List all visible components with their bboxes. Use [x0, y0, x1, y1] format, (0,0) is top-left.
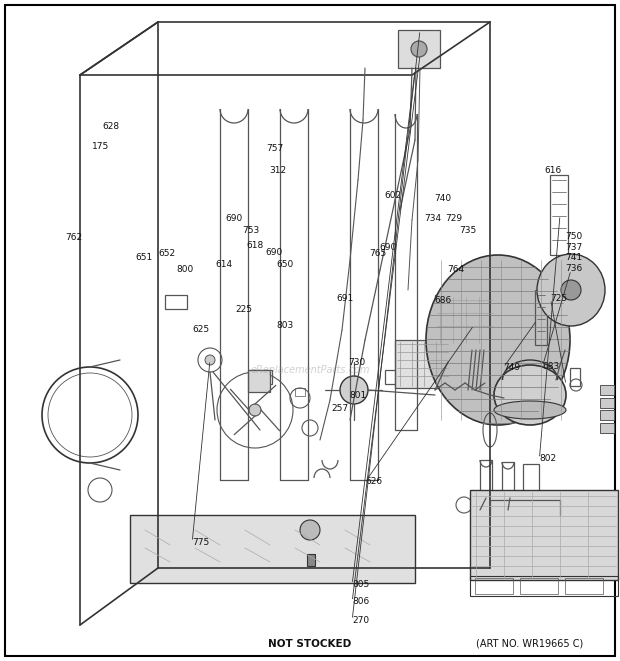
Bar [130, 515, 415, 583]
Text: 650: 650 [276, 260, 293, 269]
Bar [385, 370, 407, 384]
Ellipse shape [494, 401, 566, 419]
Bar [470, 576, 618, 596]
Circle shape [249, 404, 261, 416]
Text: 800: 800 [177, 265, 194, 274]
Text: 618: 618 [247, 241, 264, 251]
Circle shape [561, 280, 581, 300]
Text: 652: 652 [158, 249, 175, 258]
Circle shape [411, 41, 427, 57]
Text: 616: 616 [544, 166, 562, 175]
Bar [480, 460, 492, 500]
Text: eReplacementParts.com: eReplacementParts.com [250, 365, 370, 375]
Text: 749: 749 [503, 363, 521, 372]
Text: 753: 753 [242, 225, 259, 235]
Text: 801: 801 [350, 391, 367, 400]
Bar [502, 462, 514, 498]
Text: 690: 690 [379, 243, 397, 252]
Text: 764: 764 [448, 265, 465, 274]
Text: 690: 690 [265, 248, 283, 257]
Text: 691: 691 [336, 294, 353, 303]
Text: 614: 614 [216, 260, 233, 269]
Bar [165, 295, 187, 309]
Text: 803: 803 [276, 321, 293, 330]
Text: 625: 625 [192, 325, 210, 334]
Bar [535, 290, 547, 345]
Text: 312: 312 [269, 166, 286, 175]
Bar [600, 423, 614, 433]
Bar [600, 410, 614, 420]
Text: 805: 805 [352, 580, 370, 589]
Ellipse shape [537, 254, 605, 326]
Text: 729: 729 [445, 214, 463, 223]
Bar [248, 370, 270, 392]
Text: 270: 270 [352, 615, 370, 625]
Bar [250, 370, 272, 384]
Text: 736: 736 [565, 264, 583, 273]
Bar [475, 578, 513, 594]
Ellipse shape [426, 255, 570, 425]
Bar [523, 464, 539, 494]
Ellipse shape [494, 365, 566, 425]
Text: 806: 806 [352, 597, 370, 606]
Text: 602: 602 [384, 191, 402, 200]
Bar [600, 385, 614, 395]
Text: 686: 686 [434, 295, 451, 305]
Bar [435, 295, 495, 345]
Circle shape [205, 355, 215, 365]
Text: 750: 750 [565, 232, 583, 241]
Text: 175: 175 [92, 142, 109, 151]
Text: 740: 740 [434, 194, 451, 203]
Text: 730: 730 [348, 358, 366, 367]
Text: NOT STOCKED: NOT STOCKED [268, 639, 352, 649]
Bar [395, 340, 450, 388]
Text: 775: 775 [192, 537, 210, 547]
Bar [295, 388, 305, 396]
Circle shape [300, 520, 320, 540]
Text: 690: 690 [226, 214, 243, 223]
Bar [520, 578, 558, 594]
Text: (ART NO. WR19665 C): (ART NO. WR19665 C) [476, 639, 583, 649]
Text: 741: 741 [565, 253, 583, 262]
Bar [398, 30, 440, 68]
Text: 757: 757 [267, 143, 284, 153]
Text: 683: 683 [542, 362, 560, 371]
Text: 626: 626 [366, 477, 383, 486]
Bar [565, 578, 603, 594]
Text: 734: 734 [425, 214, 442, 223]
Text: 765: 765 [369, 249, 386, 258]
Text: 725: 725 [551, 294, 568, 303]
Text: 651: 651 [135, 253, 153, 262]
Text: 737: 737 [565, 243, 583, 252]
Text: 802: 802 [539, 454, 557, 463]
Text: 257: 257 [331, 404, 348, 413]
Circle shape [340, 376, 368, 404]
Text: 225: 225 [236, 305, 252, 314]
Text: 735: 735 [459, 225, 476, 235]
Text: 628: 628 [102, 122, 120, 132]
Bar [550, 175, 568, 255]
Bar [470, 490, 618, 580]
Text: 762: 762 [65, 233, 82, 243]
Bar [570, 368, 580, 386]
Bar [307, 554, 315, 566]
Bar [600, 398, 614, 408]
Bar [468, 320, 486, 350]
